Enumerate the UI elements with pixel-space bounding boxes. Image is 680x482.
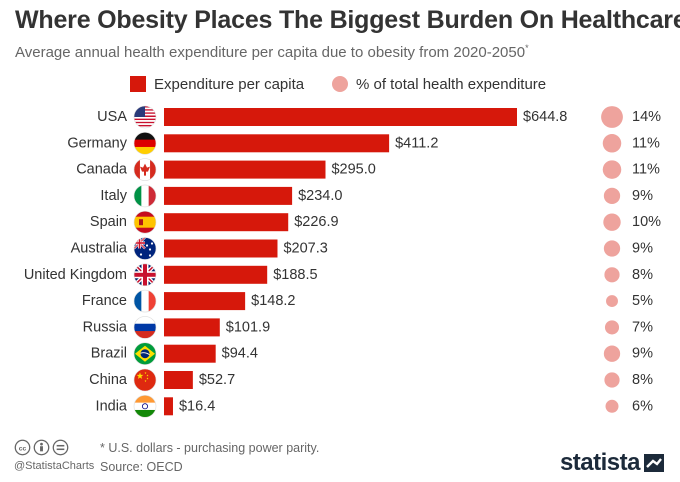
value-label-3: $234.0 [298,188,342,204]
pct-label-2: 11% [632,162,660,178]
category-label-10: China [89,372,128,388]
category-label-2: Canada [76,162,128,178]
legend-bubble-label: % of total health expenditure [356,76,547,93]
pct-bubble-11 [605,399,619,413]
subtitle-footnote-mark: * [525,43,529,53]
svg-text:cc: cc [19,445,27,452]
pct-bubble-9 [603,345,621,362]
value-label-10: $52.7 [199,372,235,388]
bar-0 [164,108,517,126]
pct-label-0: 14% [632,109,661,125]
brazil-flag-icon [133,342,157,366]
pct-bubble-3 [603,187,621,205]
value-label-0: $644.8 [523,109,567,125]
value-label-6: $188.5 [273,267,317,283]
legend-bar-label: Expenditure per capita [154,76,305,93]
china-flag-icon [133,368,157,392]
legend-bubble-swatch [332,76,348,92]
pct-bubble-7 [606,295,618,308]
bar-10 [164,371,193,389]
value-label-7: $148.2 [251,293,295,309]
category-label-5: Australia [71,241,128,257]
category-label-9: Brazil [91,346,127,362]
category-label-4: Spain [90,214,127,230]
australia-flag-icon [133,237,157,260]
subtitle-text: Average annual health expenditure per ca… [15,44,526,61]
cc-icon: cc [14,439,31,456]
spain-flag-icon [133,210,157,234]
brand-logo: statista [560,449,664,477]
bar-5 [164,239,278,258]
category-label-0: USA [97,109,127,125]
pct-bubble-8 [604,320,620,335]
category-label-11: India [96,398,128,414]
category-label-7: France [82,293,127,309]
pct-label-11: 6% [632,398,653,414]
bar-3 [164,186,293,205]
bar-7 [164,292,246,311]
france-flag-icon [133,289,157,313]
uk-flag-icon [133,263,157,287]
category-label-6: United Kingdom [24,267,127,283]
value-label-11: $16.4 [179,398,215,414]
value-label-5: $207.3 [283,241,327,257]
footnote: * U.S. dollars - purchasing power parity… [100,441,320,455]
pct-label-4: 10% [632,214,661,230]
category-label-8: Russia [83,319,128,335]
bar-6 [164,265,268,284]
usa-flag-icon [133,105,157,129]
pct-bubble-1 [602,134,622,153]
bar-4 [164,213,289,232]
bar-2 [164,160,326,179]
pct-bubble-0 [601,106,623,128]
pct-bubble-10 [604,372,620,388]
pct-label-8: 7% [632,319,653,335]
license-icons: cc [14,439,69,456]
bar-8 [164,318,220,337]
chart-title: Where Obesity Places The Biggest Burden … [15,6,680,34]
legend-bar-swatch [130,76,146,92]
pct-label-10: 8% [632,372,653,388]
pct-bubble-5 [603,240,621,257]
pct-bubble-4 [603,213,621,231]
pct-label-9: 9% [632,346,653,362]
attribution-icon [33,439,50,456]
pct-label-3: 9% [632,188,653,204]
bar-9 [164,344,216,363]
pct-label-6: 8% [632,267,653,283]
brand-name: statista [559,449,641,476]
russia-flag-icon [133,316,157,339]
no-derivatives-icon [52,439,69,456]
germany-flag-icon [133,132,157,155]
pct-bubble-2 [602,160,622,179]
bar-1 [164,134,390,153]
chart-subtitle: Average annual health expenditure per ca… [15,43,529,61]
social-handle: @StatistaCharts [14,460,95,472]
pct-label-1: 11% [632,135,660,151]
value-label-2: $295.0 [331,162,375,178]
value-label-4: $226.9 [294,214,338,230]
canada-flag-icon [133,158,157,181]
bar-11 [164,397,173,416]
pct-label-5: 9% [632,241,653,257]
source-note: Source: OECD [100,460,183,474]
category-label-3: Italy [100,188,127,204]
pct-label-7: 5% [632,293,653,309]
value-label-9: $94.4 [222,346,258,362]
india-flag-icon [133,394,157,418]
category-label-1: Germany [67,135,127,151]
value-label-1: $411.2 [395,135,438,151]
value-label-8: $101.9 [226,319,270,335]
italy-flag-icon [133,184,157,208]
pct-bubble-6 [604,267,620,283]
statista-logo-icon [644,454,664,472]
